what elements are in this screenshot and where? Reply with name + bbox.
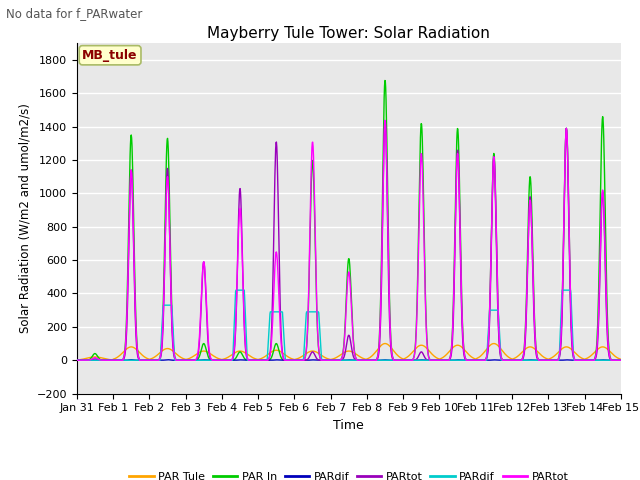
Title: Mayberry Tule Tower: Solar Radiation: Mayberry Tule Tower: Solar Radiation — [207, 25, 490, 41]
Text: No data for f_PARwater: No data for f_PARwater — [6, 7, 143, 20]
X-axis label: Time: Time — [333, 419, 364, 432]
Y-axis label: Solar Radiation (W/m2 and umol/m2/s): Solar Radiation (W/m2 and umol/m2/s) — [18, 104, 31, 333]
Legend: PAR Tule, PAR In, PARdif, PARtot, PARdif, PARtot: PAR Tule, PAR In, PARdif, PARtot, PARdif… — [125, 467, 573, 480]
Text: MB_tule: MB_tule — [83, 49, 138, 62]
